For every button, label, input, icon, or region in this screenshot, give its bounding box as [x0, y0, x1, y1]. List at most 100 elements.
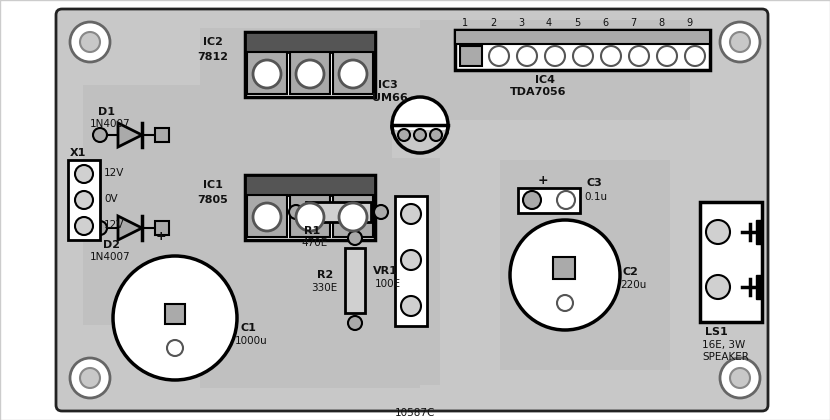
Circle shape	[401, 204, 421, 224]
Circle shape	[75, 217, 93, 235]
Text: 7805: 7805	[197, 195, 227, 205]
Bar	[420, 20, 690, 120]
Bar	[247, 195, 287, 237]
Text: 470E: 470E	[301, 238, 327, 248]
Text: R1: R1	[304, 226, 320, 236]
Text: 8: 8	[658, 18, 664, 28]
Circle shape	[517, 46, 537, 66]
Text: LS1: LS1	[705, 327, 728, 337]
Bar	[345, 248, 365, 313]
Bar	[165, 304, 185, 324]
Bar	[68, 160, 100, 240]
Circle shape	[348, 231, 362, 245]
Text: 1N4007: 1N4007	[90, 252, 130, 262]
Text: +: +	[538, 174, 549, 187]
Text: 9: 9	[686, 18, 692, 28]
Text: 1N4007: 1N4007	[90, 119, 130, 129]
Bar	[155, 128, 169, 142]
Text: 12V: 12V	[104, 220, 124, 230]
Text: 3: 3	[518, 18, 524, 28]
Bar	[553, 257, 575, 279]
Bar	[247, 52, 287, 94]
Text: 1: 1	[462, 18, 468, 28]
Circle shape	[557, 295, 573, 311]
Bar	[245, 32, 375, 97]
Text: IC2: IC2	[203, 37, 223, 47]
Circle shape	[80, 32, 100, 52]
Bar	[518, 188, 580, 213]
Polygon shape	[118, 216, 142, 240]
Text: C2: C2	[622, 267, 638, 277]
Circle shape	[289, 205, 303, 219]
Bar	[395, 196, 427, 326]
Text: 7: 7	[630, 18, 636, 28]
Circle shape	[253, 60, 281, 88]
Circle shape	[557, 191, 575, 209]
Circle shape	[167, 340, 183, 356]
Text: 100E: 100E	[375, 279, 401, 289]
Bar	[333, 195, 373, 237]
Text: IC3: IC3	[378, 80, 398, 90]
Circle shape	[75, 191, 93, 209]
Bar	[245, 32, 375, 52]
Text: 7812: 7812	[197, 52, 228, 62]
Bar	[756, 275, 762, 299]
Circle shape	[657, 46, 677, 66]
FancyBboxPatch shape	[56, 9, 768, 411]
Circle shape	[113, 256, 237, 380]
Text: SPEAKER: SPEAKER	[702, 352, 749, 362]
Circle shape	[296, 203, 324, 231]
Bar	[460, 46, 482, 66]
Circle shape	[629, 46, 649, 66]
Text: 1000u: 1000u	[235, 336, 268, 346]
Circle shape	[401, 296, 421, 316]
Bar	[83, 85, 228, 325]
Text: 220u: 220u	[620, 280, 647, 290]
Text: 4: 4	[546, 18, 552, 28]
Circle shape	[93, 221, 107, 235]
Circle shape	[296, 60, 324, 88]
Bar	[333, 52, 373, 94]
Text: C3: C3	[586, 178, 602, 188]
Text: 10587C: 10587C	[395, 408, 435, 418]
Circle shape	[75, 165, 93, 183]
Text: R2: R2	[317, 270, 334, 280]
Text: D1: D1	[98, 107, 115, 117]
Circle shape	[93, 128, 107, 142]
Bar	[306, 202, 371, 222]
Circle shape	[339, 60, 367, 88]
Circle shape	[573, 46, 593, 66]
Text: X1: X1	[70, 148, 86, 158]
Circle shape	[489, 46, 509, 66]
Text: TDA7056: TDA7056	[510, 87, 567, 97]
Circle shape	[348, 316, 362, 330]
Bar	[700, 202, 762, 322]
Text: 5: 5	[574, 18, 580, 28]
Circle shape	[706, 275, 730, 299]
Circle shape	[523, 191, 541, 209]
Circle shape	[253, 203, 281, 231]
Bar	[310, 130, 440, 385]
Text: 0V: 0V	[104, 194, 118, 204]
Circle shape	[70, 358, 110, 398]
Text: +: +	[156, 230, 167, 243]
Circle shape	[685, 46, 705, 66]
Bar	[155, 221, 169, 235]
Text: 12V: 12V	[104, 168, 124, 178]
Text: 2: 2	[490, 18, 496, 28]
Bar	[245, 175, 375, 240]
Circle shape	[510, 220, 620, 330]
Circle shape	[720, 358, 760, 398]
Circle shape	[706, 220, 730, 244]
Circle shape	[601, 46, 621, 66]
Circle shape	[374, 205, 388, 219]
Circle shape	[720, 22, 760, 62]
Circle shape	[70, 22, 110, 62]
Text: VR1: VR1	[373, 266, 398, 276]
Bar	[200, 28, 420, 388]
Bar	[455, 30, 710, 44]
Circle shape	[414, 129, 426, 141]
Text: IC1: IC1	[203, 180, 223, 190]
Bar	[756, 220, 762, 244]
Bar	[290, 52, 330, 94]
